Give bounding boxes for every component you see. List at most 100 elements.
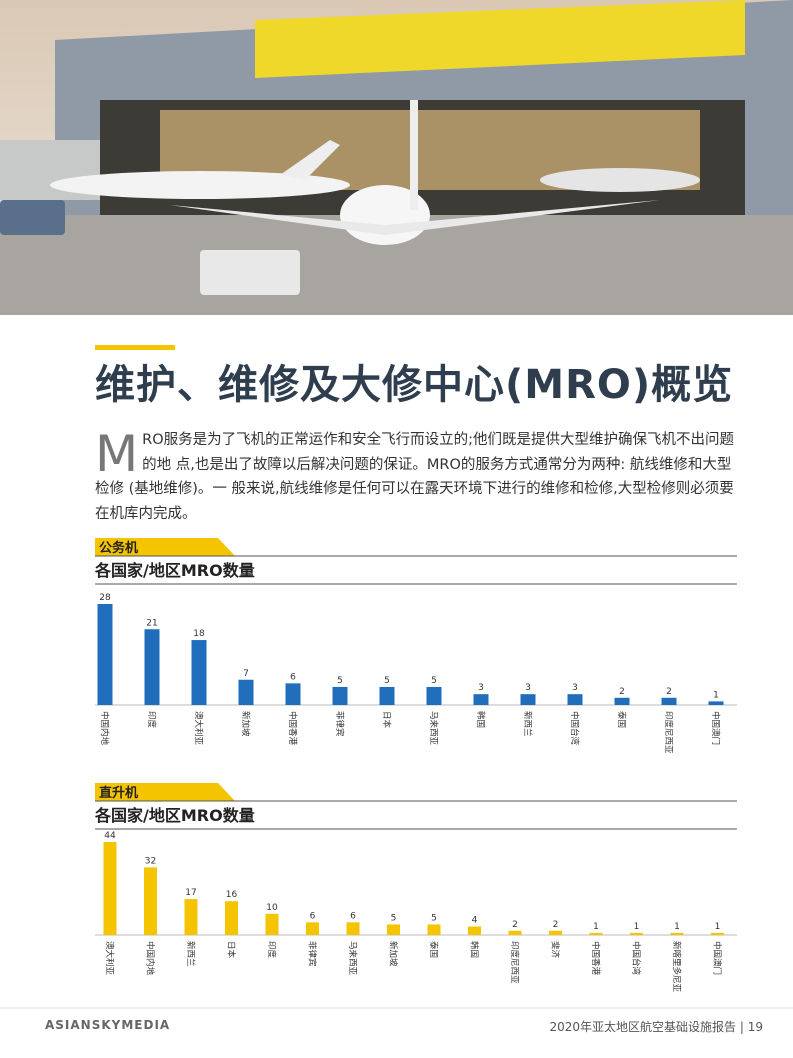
section-tab — [95, 538, 235, 556]
category-label: 中国香港 — [590, 941, 601, 976]
bar — [144, 867, 157, 935]
value-label: 5 — [391, 913, 397, 923]
category-label: 韩国 — [469, 941, 480, 958]
category-label: 菲律宾 — [307, 941, 318, 967]
category-label: 菲律宾 — [334, 711, 345, 737]
bar — [285, 683, 301, 705]
value-label: 2 — [553, 920, 559, 930]
value-label: 18 — [193, 629, 205, 639]
bar — [661, 697, 677, 705]
value-label: 2 — [666, 687, 672, 697]
value-label: 1 — [713, 690, 719, 700]
value-label: 17 — [185, 888, 196, 898]
bar — [614, 697, 630, 705]
bar — [670, 932, 684, 935]
drop-cap: M — [95, 425, 139, 483]
bar — [549, 930, 562, 935]
category-label: 中国台湾 — [631, 941, 642, 976]
value-label: 1 — [634, 922, 640, 932]
brand: ASIANSKYMEDIA — [45, 1018, 171, 1032]
section-label: 公务机 — [99, 540, 138, 556]
bar — [97, 604, 113, 705]
bar — [225, 901, 238, 935]
value-label: 10 — [266, 903, 278, 913]
category-label: 中国台湾 — [569, 711, 580, 746]
separator: | — [739, 1020, 744, 1034]
title-accent — [95, 345, 175, 350]
intro-paragraph: M RO服务是为了飞机的正常运作和安全飞行而设立的;他们既是提供大型维护确保飞机不… — [95, 428, 740, 526]
value-label: 44 — [104, 831, 116, 841]
value-label: 32 — [145, 856, 156, 866]
bar — [144, 629, 160, 705]
bar — [184, 899, 198, 935]
bar — [346, 922, 360, 935]
footer-right: 2020年亚太地区航空基础设施报告 | 19 — [549, 1018, 763, 1035]
category-label: 印度 — [146, 711, 157, 729]
value-label: 28 — [99, 593, 111, 603]
page-title: 维护、维修及大修中心(MRO)概览 — [95, 362, 734, 408]
category-label: 泰国 — [428, 941, 439, 958]
bar — [708, 701, 724, 705]
category-label: 新加坡 — [240, 711, 251, 737]
bar — [427, 924, 441, 935]
category-label: 日本 — [226, 941, 237, 959]
value-label: 2 — [512, 920, 518, 930]
category-label: 新西兰 — [185, 941, 196, 967]
category-label: 马来西亚 — [347, 941, 357, 976]
category-label: 新西兰 — [522, 711, 533, 737]
section-tab — [95, 783, 235, 801]
bar — [711, 932, 724, 935]
value-label: 4 — [472, 916, 478, 926]
category-label: 斐济 — [550, 941, 561, 959]
bar — [265, 913, 279, 935]
bar — [238, 679, 254, 705]
category-label: 泰国 — [616, 711, 627, 728]
category-label: 新加坡 — [388, 941, 399, 967]
category-label: 中国内地 — [145, 941, 156, 976]
chart-title: 各国家/地区MRO数量 — [94, 561, 255, 580]
bar — [630, 932, 643, 935]
value-label: 5 — [431, 676, 437, 686]
value-label: 3 — [572, 683, 578, 693]
bar — [191, 640, 207, 705]
value-label: 7 — [243, 669, 249, 679]
value-label: 1 — [593, 922, 599, 932]
value-label: 16 — [226, 890, 238, 900]
category-label: 印度 — [266, 941, 277, 959]
category-label: 印度尼西亚 — [509, 941, 520, 984]
report-name: 2020年亚太地区航空基础设施报告 — [549, 1020, 737, 1034]
value-label: 5 — [384, 676, 390, 686]
value-label: 1 — [674, 922, 680, 932]
category-label: 中国香港 — [287, 711, 298, 746]
value-label: 5 — [337, 676, 343, 686]
section-label: 直升机 — [99, 785, 138, 801]
value-label: 3 — [478, 683, 484, 693]
value-label: 6 — [290, 672, 296, 682]
category-label: 中国澳门 — [712, 941, 723, 975]
value-label: 3 — [525, 683, 531, 693]
bar — [379, 686, 395, 705]
category-label: 中国内地 — [99, 711, 110, 746]
chart-title: 各国家/地区MRO数量 — [94, 806, 255, 825]
intro-text: RO服务是为了飞机的正常运作和安全飞行而设立的;他们既是提供大型维护确保飞机不出… — [95, 432, 735, 522]
category-label: 澳大利亚 — [193, 711, 204, 746]
hangar-photo — [0, 0, 793, 315]
page-number: 19 — [747, 1020, 763, 1034]
bar — [473, 694, 489, 705]
category-label: 马来西亚 — [428, 711, 438, 746]
bar — [332, 686, 348, 705]
bar — [426, 686, 442, 705]
category-label: 中国澳门 — [710, 711, 721, 745]
bar — [103, 842, 117, 935]
category-label: 澳大利亚 — [104, 941, 115, 976]
value-label: 5 — [431, 913, 437, 923]
bar — [520, 694, 536, 705]
bar — [306, 922, 319, 935]
category-label: 印度尼西亚 — [663, 711, 674, 754]
value-label: 6 — [350, 911, 356, 921]
bar — [567, 694, 583, 705]
bar — [387, 924, 400, 935]
value-label: 6 — [310, 911, 316, 921]
